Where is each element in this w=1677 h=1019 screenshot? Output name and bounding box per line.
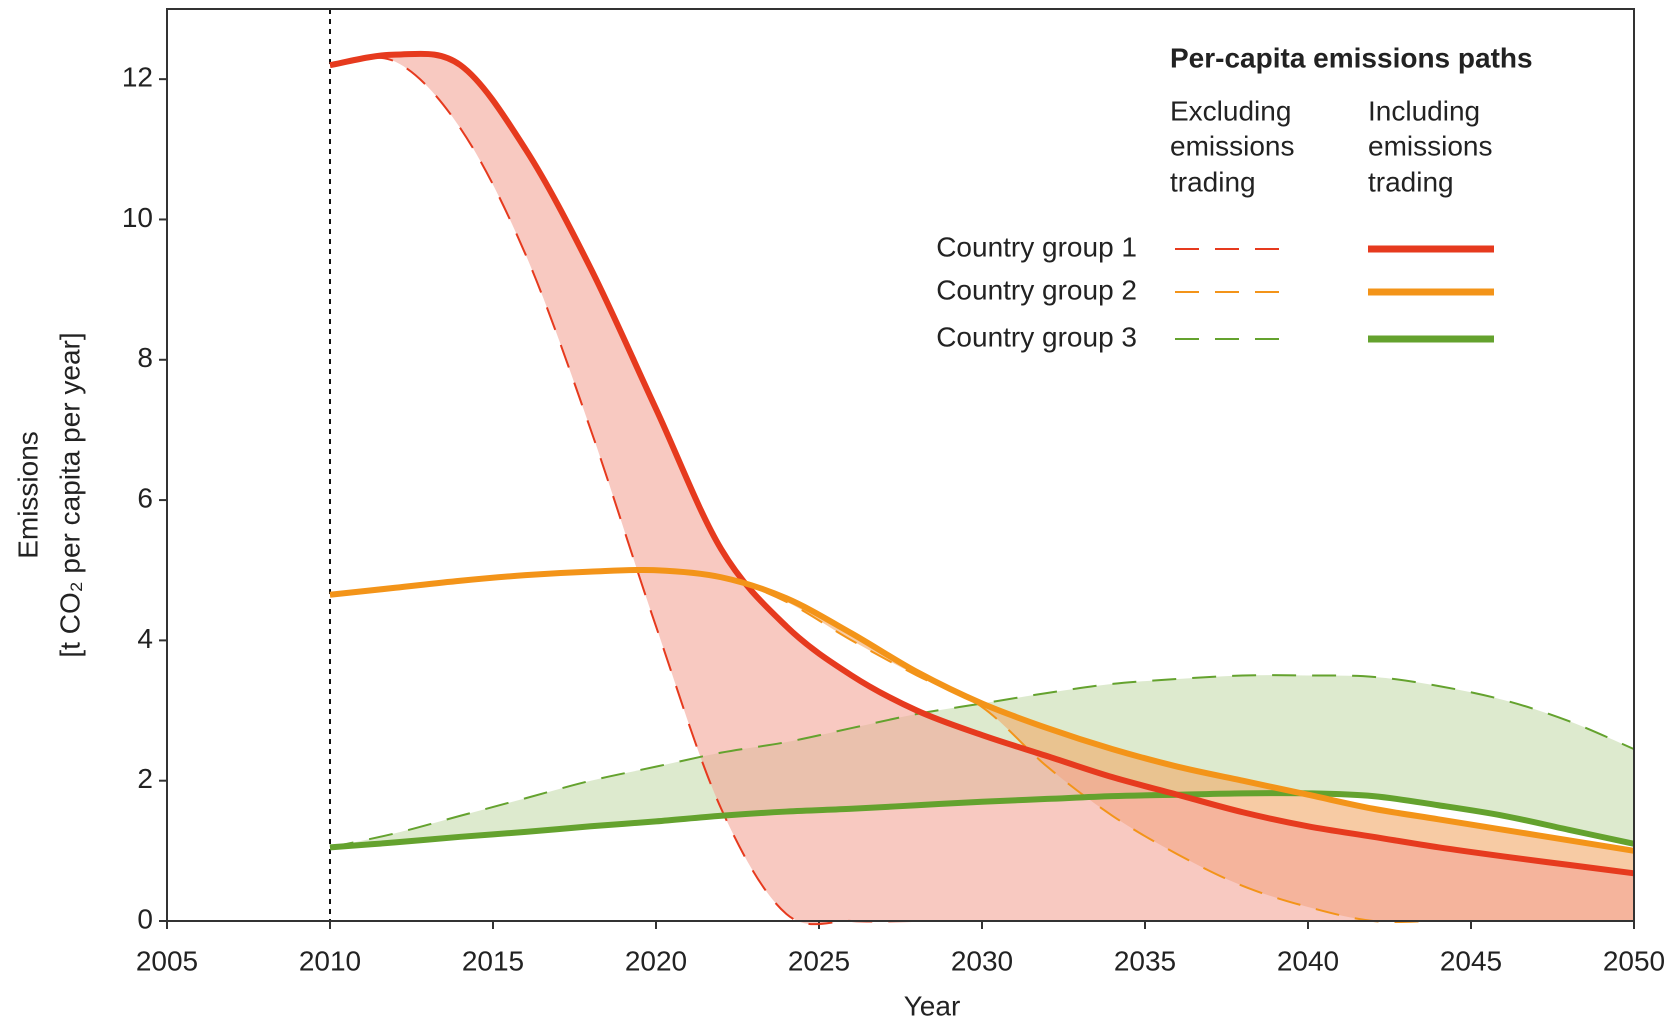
x-tick-label: 2050 <box>1603 945 1665 976</box>
y-tick-label: 6 <box>137 482 153 513</box>
x-tick-label: 2045 <box>1440 945 1502 976</box>
including-line <box>329 790 1635 851</box>
band <box>330 53 1634 925</box>
x-tick-label: 2035 <box>1114 945 1176 976</box>
y-axis-label: [t CO₂ per capita per year] <box>54 332 85 657</box>
y-tick-label: 4 <box>137 623 153 654</box>
legend-label: Country group 2 <box>936 274 1137 305</box>
y-tick-label: 12 <box>122 62 153 93</box>
legend-header: emissions <box>1170 130 1294 161</box>
excluding-line <box>329 674 1635 849</box>
including-line <box>329 50 1635 877</box>
legend-header: trading <box>1368 166 1454 197</box>
legend-label: Country group 1 <box>936 231 1137 262</box>
legend-title: Per-capita emissions paths <box>1170 42 1533 73</box>
y-tick-label: 8 <box>137 342 153 373</box>
including-line <box>329 566 1635 854</box>
legend-header: trading <box>1170 166 1256 197</box>
legend-header: emissions <box>1368 130 1492 161</box>
x-tick-label: 2030 <box>951 945 1013 976</box>
y-tick-label: 2 <box>137 763 153 794</box>
y-tick-label: 10 <box>122 202 153 233</box>
x-tick-label: 2020 <box>625 945 687 976</box>
y-axis-label: Emissions <box>12 431 43 559</box>
legend-header: Excluding <box>1170 95 1291 126</box>
y-tick-label: 0 <box>137 903 153 934</box>
x-tick-label: 2010 <box>299 945 361 976</box>
plot-frame <box>166 8 1635 922</box>
x-axis-label: Year <box>904 990 961 1019</box>
legend-header: Including <box>1368 95 1480 126</box>
x-tick-label: 2025 <box>788 945 850 976</box>
x-tick-label: 2040 <box>1277 945 1339 976</box>
legend-label: Country group 3 <box>936 321 1137 352</box>
x-tick-label: 2015 <box>462 945 524 976</box>
x-tick-label: 2005 <box>136 945 198 976</box>
